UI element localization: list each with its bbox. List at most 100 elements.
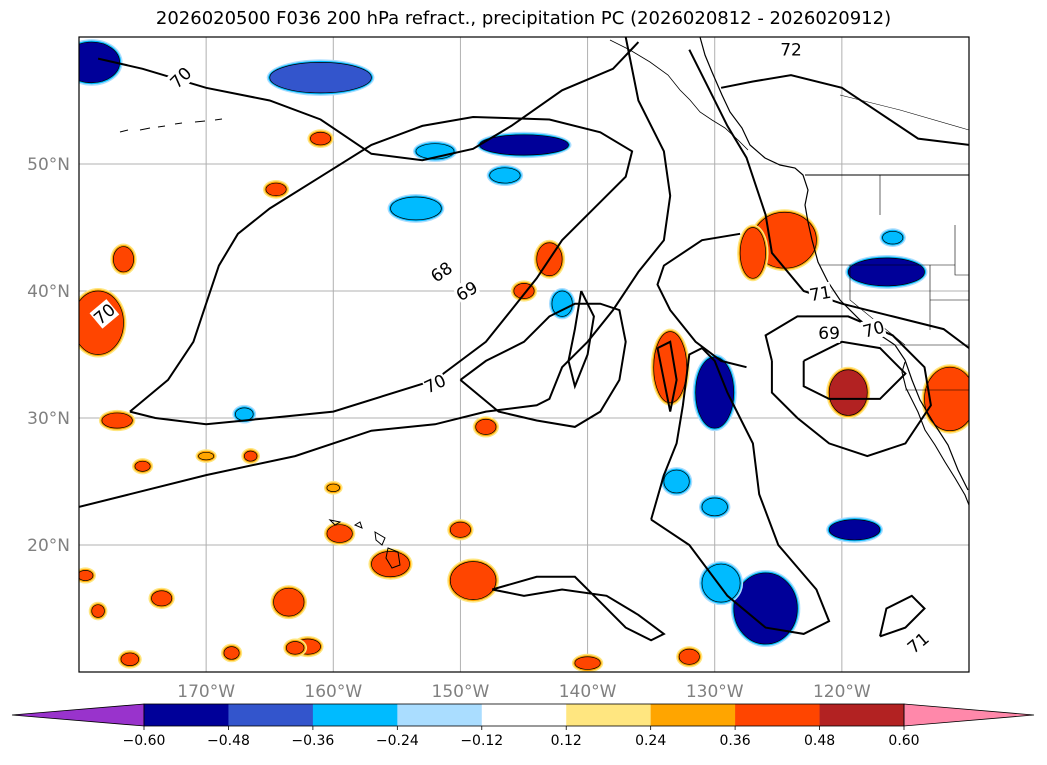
- precip-patch: [924, 366, 969, 432]
- precip-patch: [326, 524, 353, 543]
- lon-tick-label: 130°W: [686, 682, 744, 702]
- colorbar-segment: [650, 704, 736, 726]
- contour-label-background: [903, 628, 933, 658]
- contour-line: [567, 290, 595, 390]
- precip-patch: [371, 550, 410, 578]
- contour-label-background: [452, 276, 482, 306]
- precip-patch: [847, 257, 925, 287]
- colorbar-tick-label: −0.60: [123, 733, 166, 749]
- contour-line: [688, 49, 969, 349]
- contour-line: [720, 74, 969, 146]
- colorbar-extend-high: [903, 703, 1035, 727]
- precip-patch: [663, 469, 690, 494]
- colorbar-tick-label: −0.24: [376, 733, 419, 749]
- precip-patch: [285, 641, 305, 655]
- contour-line: [79, 37, 672, 508]
- aleutian-islands: [119, 118, 223, 133]
- colorbar-tick-label: −0.48: [207, 733, 250, 749]
- refractivity-contours: [79, 37, 969, 642]
- precip-patch: [475, 418, 497, 435]
- contour-label: 72: [780, 41, 802, 61]
- precip-patch: [733, 572, 798, 645]
- precip-patch: [574, 656, 601, 670]
- coastline-layer: [119, 37, 969, 569]
- baja-coastline: [901, 361, 969, 506]
- precip-patch: [101, 412, 133, 429]
- precip-patch: [701, 497, 728, 517]
- precip-patch: [265, 182, 287, 197]
- colorbar-tick-label: 0.12: [551, 733, 582, 749]
- precip-patch: [235, 407, 254, 421]
- colorbar-segment: [819, 704, 905, 726]
- precip-patch: [551, 290, 573, 317]
- contour-label-background: [807, 281, 833, 306]
- contour-line: [656, 340, 678, 412]
- colorbar: −0.60 −0.48 −0.36 −0.24 −0.12 0.12 0.24 0.36 0.4…: [11, 703, 1035, 749]
- colorbar-tick-label: −0.36: [291, 733, 334, 749]
- chart-title: 2026020500 F036 200 hPa refract., precip…: [155, 8, 892, 29]
- precipitation-layer: [79, 39, 969, 672]
- contour-label-group: 69: [818, 322, 841, 344]
- lon-tick-label: 120°W: [813, 682, 871, 702]
- lon-tick-label: 170°W: [177, 682, 235, 702]
- colorbar-tick-label: 0.60: [888, 733, 919, 749]
- precip-patch: [91, 604, 105, 618]
- colorbar-segment: [735, 704, 820, 726]
- latitude-labels: 20°N 30°N 40°N 50°N: [27, 155, 70, 556]
- hawaii-islands: [328, 519, 401, 569]
- colorbar-tick-label: −0.12: [460, 733, 503, 749]
- colorbar-tick-label: 0.24: [635, 733, 666, 749]
- contour-line: [459, 302, 627, 428]
- plot-frame: [78, 36, 970, 673]
- precip-patch: [449, 561, 497, 600]
- precip-patch: [489, 167, 521, 184]
- precip-patch: [882, 230, 904, 245]
- contour-line: [764, 315, 932, 458]
- contour-label-background: [818, 322, 841, 343]
- contour-label-background: [860, 316, 887, 342]
- contour-line: [129, 115, 634, 426]
- precip-patch: [828, 369, 868, 416]
- state-borders: [820, 94, 969, 391]
- colorbar-segment: [228, 704, 314, 726]
- alaska-panhandle: [609, 39, 749, 151]
- colorbar-tick-label: 0.48: [804, 733, 835, 749]
- colorbar-tick-label: 0.36: [720, 733, 751, 749]
- precip-patch: [678, 648, 700, 665]
- precip-patch: [449, 521, 471, 538]
- precip-patch: [243, 450, 258, 462]
- lon-tick-label: 160°W: [304, 682, 362, 702]
- contour-line: [656, 232, 747, 369]
- precip-patch: [134, 460, 151, 472]
- contour-line: [650, 346, 831, 635]
- colorbar-extend-low: [11, 703, 145, 727]
- precip-patch: [79, 570, 94, 581]
- colorbar-frame: [143, 703, 905, 727]
- longitude-labels: 170°W 160°W 150°W 140°W 130°W 120°W: [177, 682, 871, 702]
- contour-line: [491, 575, 666, 642]
- precip-patch: [390, 196, 442, 221]
- contour-label: 71: [808, 283, 833, 306]
- precip-patch: [739, 227, 766, 279]
- precip-patch: [273, 587, 305, 617]
- precip-patch: [326, 483, 340, 493]
- lon-tick-label: 150°W: [432, 682, 490, 702]
- contour-label-group: 72: [780, 39, 802, 61]
- precip-patch: [310, 131, 332, 146]
- precip-patch: [79, 41, 121, 84]
- precip-patch: [151, 590, 173, 607]
- lon-tick-label: 140°W: [559, 682, 617, 702]
- precip-patch: [198, 451, 215, 461]
- contour-line: [879, 594, 926, 638]
- precip-patch: [112, 246, 135, 273]
- lat-tick-label: 40°N: [27, 282, 70, 302]
- lat-tick-label: 50°N: [27, 155, 70, 175]
- colorbar-segment: [566, 704, 651, 726]
- colorbar-segment: [312, 704, 398, 726]
- lat-tick-label: 30°N: [27, 409, 70, 429]
- contour-label-background: [426, 257, 457, 287]
- contour-label: 69: [818, 324, 840, 344]
- lat-tick-label: 20°N: [27, 536, 70, 556]
